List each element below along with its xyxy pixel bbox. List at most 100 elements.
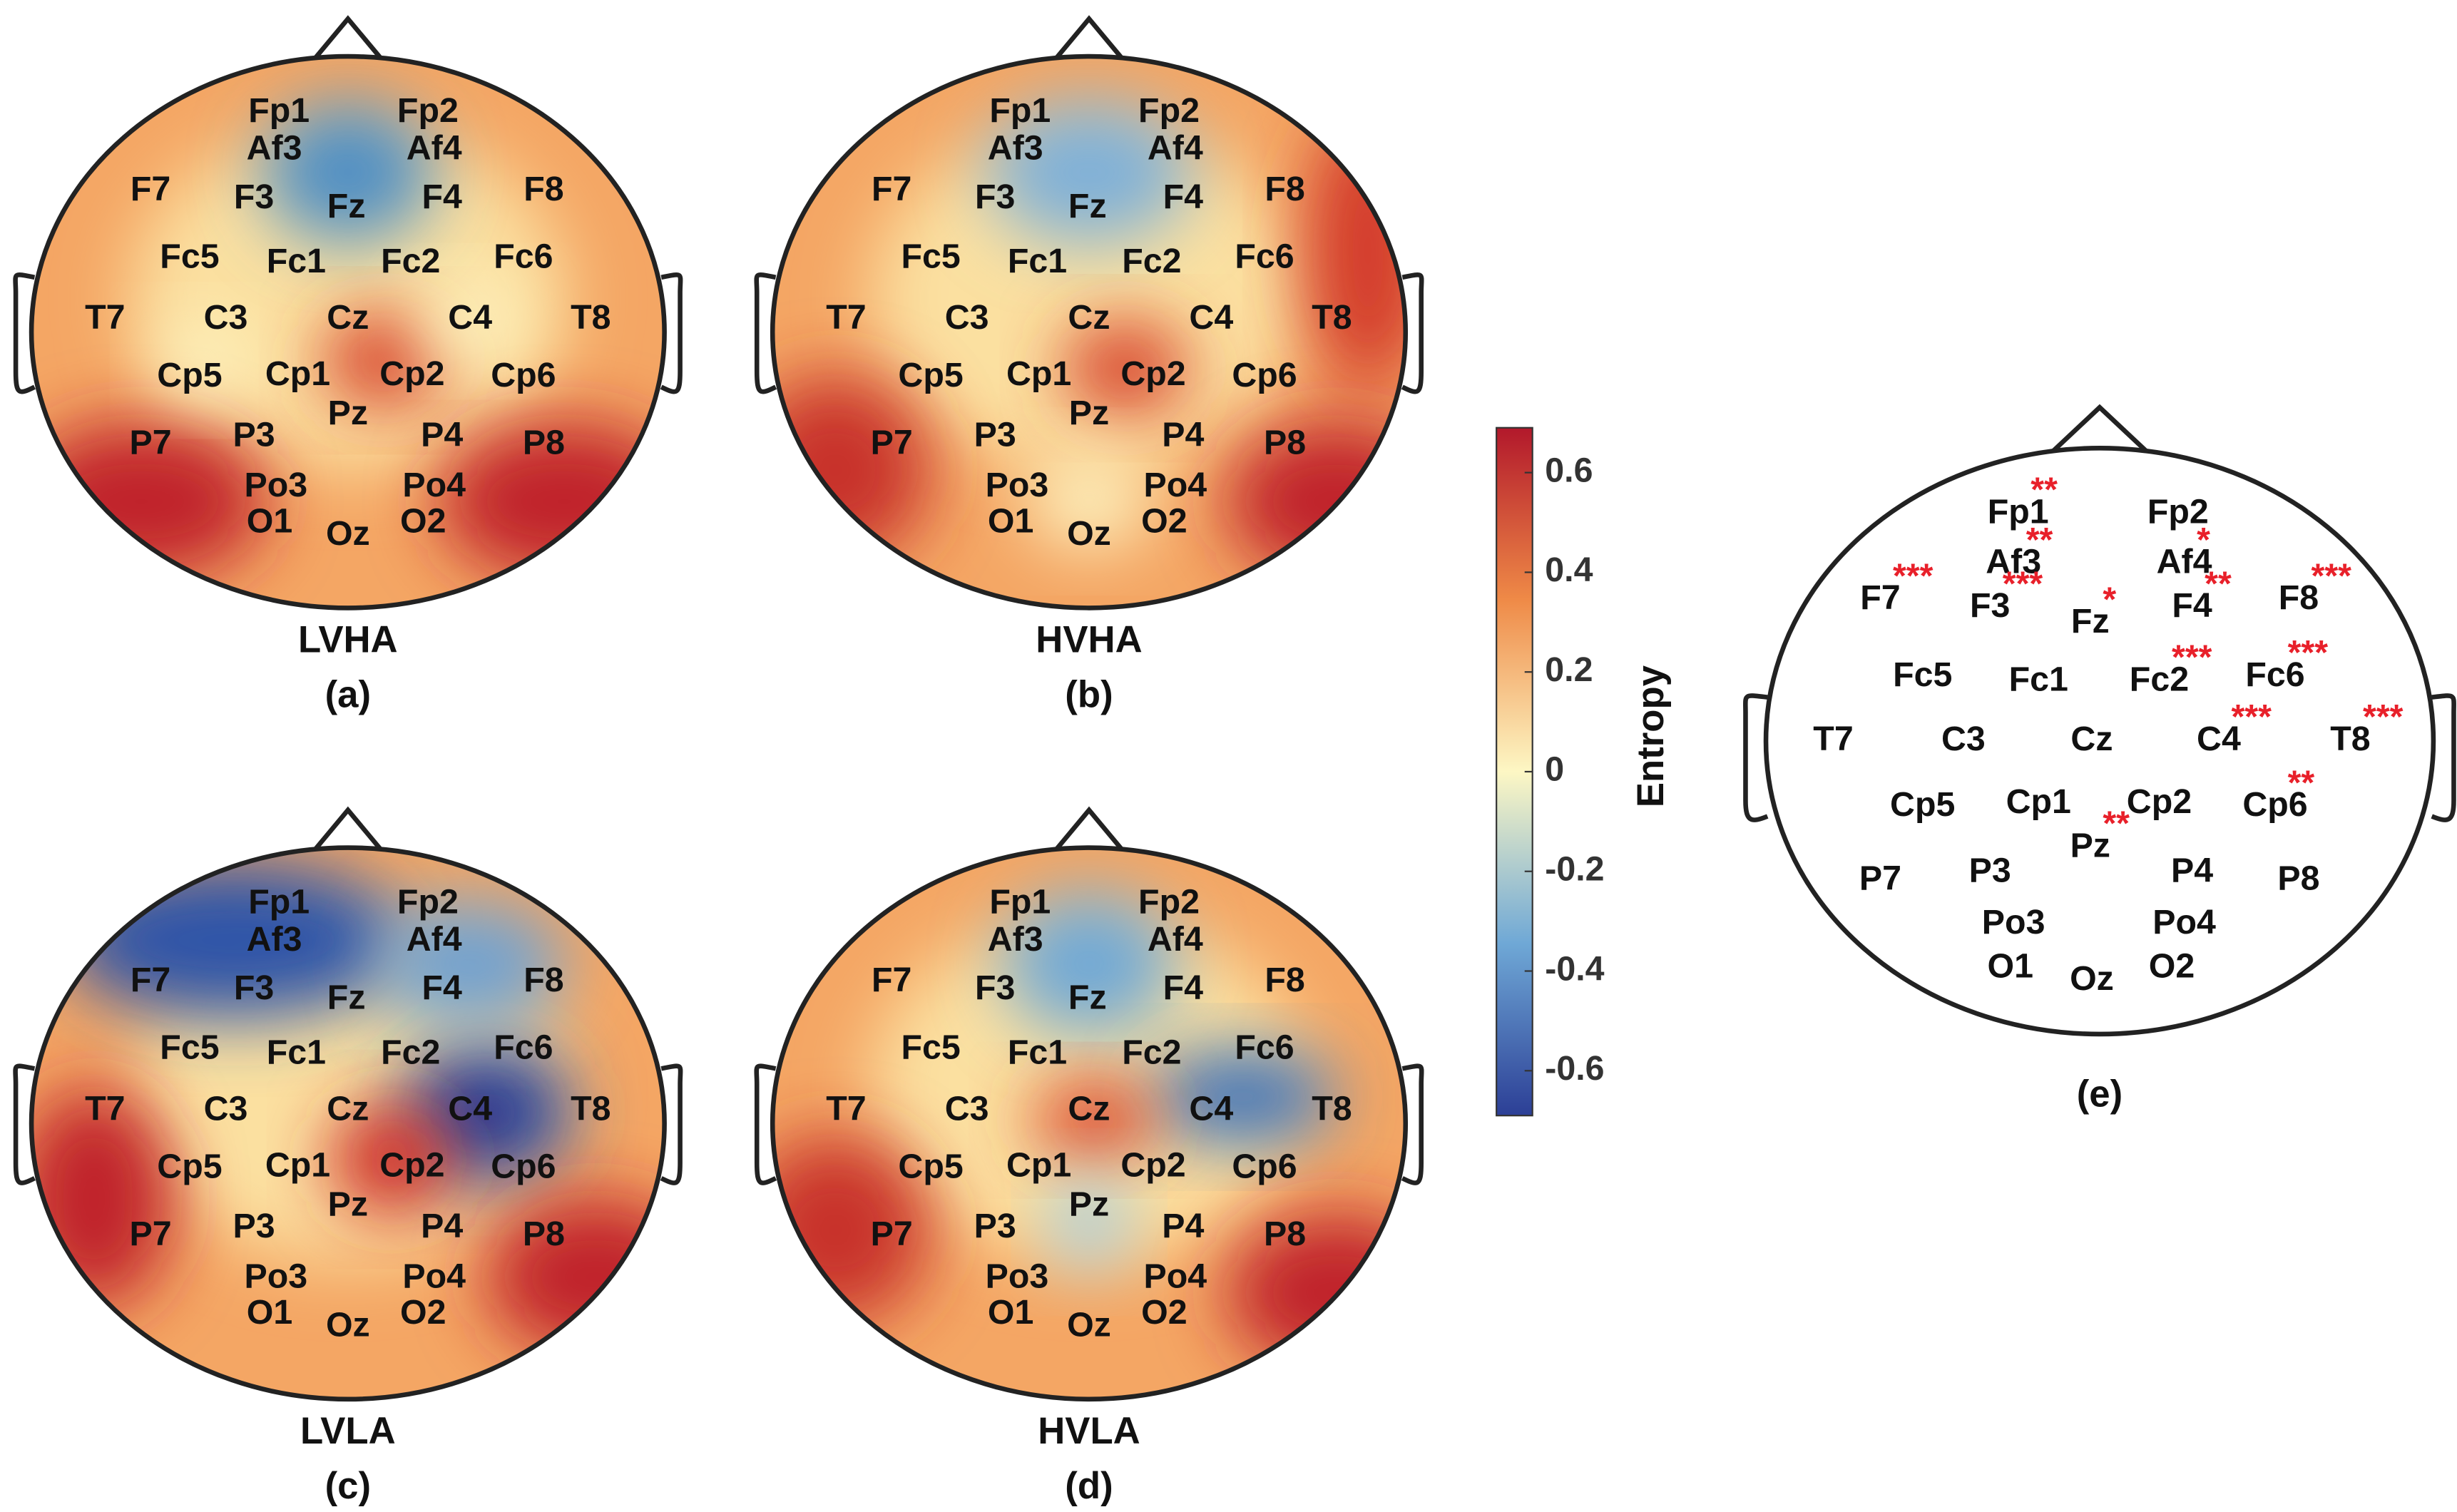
electrode-label: Cp6 xyxy=(491,1148,556,1186)
panel-label: (a) xyxy=(325,674,371,716)
head-outline xyxy=(29,53,667,611)
electrode-label: T7 xyxy=(85,298,125,337)
electrode-label: Fp2 xyxy=(1138,91,1200,130)
electrode-label: O1 xyxy=(1988,946,2033,985)
electrode-label: Po3 xyxy=(244,466,307,504)
electrode-label: P7 xyxy=(1859,859,1901,897)
electrode-label: Fp1 xyxy=(989,882,1051,921)
colorbar-tick-label: -0.6 xyxy=(1545,1049,1604,1088)
electrode-label: Cp1 xyxy=(1006,1145,1071,1184)
topomap xyxy=(772,56,1406,608)
significance-mark: *** xyxy=(2172,638,2212,677)
electrode-label: Cz xyxy=(327,298,369,337)
electrode-label: F8 xyxy=(1265,961,1304,999)
electrode-label: C3 xyxy=(204,1089,248,1128)
electrode-label: P7 xyxy=(129,424,171,462)
condition-title: HVLA xyxy=(1038,1410,1140,1452)
nose xyxy=(2048,404,2152,456)
electrode-label: F3 xyxy=(975,969,1015,1007)
electrode-label: Fc6 xyxy=(1235,237,1294,275)
significance-mark: ** xyxy=(2288,763,2315,802)
electrode-label: Af4 xyxy=(2157,543,2212,581)
topomap-region xyxy=(772,376,929,564)
electrode-label: Cz xyxy=(327,1089,369,1128)
electrode-label: Po4 xyxy=(1143,1257,1207,1295)
electrode-label: T8 xyxy=(1312,298,1352,337)
electrode-label: T8 xyxy=(2330,720,2370,758)
ear xyxy=(1401,1063,1424,1185)
electrode-label: P3 xyxy=(974,1207,1016,1245)
electrode-label: Cp1 xyxy=(265,354,330,393)
significance-mark: ** xyxy=(2205,564,2232,603)
electrode-label: Po3 xyxy=(986,466,1049,504)
electrode-label: Po4 xyxy=(1143,466,1207,504)
electrode-label: F8 xyxy=(1265,170,1304,208)
electrode-label: P3 xyxy=(233,1207,275,1245)
electrode-label: P8 xyxy=(2277,859,2319,897)
electrode-label: Cp6 xyxy=(491,356,556,394)
electrode-label: Af3 xyxy=(1986,543,2041,581)
electrode-label: Fc2 xyxy=(1122,1033,1181,1071)
electrode-label: Pz xyxy=(1069,1185,1109,1223)
electrode-label: Fz xyxy=(327,187,366,225)
nose xyxy=(1048,15,1130,68)
electrode-label: Po3 xyxy=(986,1257,1049,1295)
topomap-region xyxy=(1062,321,1188,416)
electrode-label: Fc6 xyxy=(1235,1028,1294,1067)
electrode-label: Fc5 xyxy=(901,237,960,275)
electrode-label: Fc2 xyxy=(1122,242,1181,280)
electrode-label: Fp2 xyxy=(2147,492,2209,531)
electrode-label: O2 xyxy=(1141,502,1187,541)
electrode-label: C3 xyxy=(945,298,989,337)
electrode-label: Cp1 xyxy=(2006,782,2071,821)
electrode-label: Fc5 xyxy=(1893,655,1952,694)
colorbar-label: Entropy xyxy=(1630,665,1672,807)
topomap-center xyxy=(869,125,1309,471)
panel-label: (b) xyxy=(1065,674,1113,716)
electrode-label: Cp1 xyxy=(1006,354,1071,393)
electrode-label: Fz xyxy=(1068,187,1107,225)
electrode-label: Cp6 xyxy=(1232,1148,1297,1186)
electrode-label: P7 xyxy=(871,1215,913,1253)
panel-label: (e) xyxy=(2077,1073,2123,1115)
significance-mark: *** xyxy=(2232,698,2272,736)
electrode-label: O2 xyxy=(1141,1293,1187,1332)
electrode-label: F7 xyxy=(872,961,911,999)
electrode-label: Cp6 xyxy=(2242,785,2307,824)
electrode-label: Cp2 xyxy=(1120,1145,1185,1184)
nose xyxy=(307,15,389,68)
electrode-label: O2 xyxy=(2149,946,2195,985)
electrode-label: Cp5 xyxy=(898,356,963,394)
electrode-label: C3 xyxy=(1941,720,1986,758)
electrode-label: Oz xyxy=(326,514,370,553)
ear xyxy=(754,1063,777,1185)
electrode-label: Cz xyxy=(1068,298,1110,337)
electrode-label: T8 xyxy=(571,298,611,337)
condition-title: LVHA xyxy=(298,619,398,661)
electrode-label: P4 xyxy=(421,1207,463,1245)
electrode-label: F3 xyxy=(1970,586,2010,625)
electrode-label: F7 xyxy=(131,961,170,999)
electrode-label: C4 xyxy=(2197,720,2241,758)
ear xyxy=(660,1063,683,1185)
electrode-label: Fc6 xyxy=(494,237,553,275)
electrode-label: Po3 xyxy=(244,1257,307,1295)
electrode-label: Cp2 xyxy=(379,354,444,393)
electrode-label: Fc6 xyxy=(2245,655,2304,694)
electrode-label: C3 xyxy=(945,1089,989,1128)
head-outline xyxy=(770,53,1409,611)
significance-mark: *** xyxy=(2288,633,2329,672)
head-outline xyxy=(770,845,1409,1402)
topomap-region xyxy=(1148,1049,1337,1144)
electrode-label: Fc2 xyxy=(381,1033,440,1071)
electrode-label: Oz xyxy=(2070,959,2114,998)
electrode-label: F8 xyxy=(523,961,563,999)
topomap-region xyxy=(486,1198,665,1356)
electrode-label: P4 xyxy=(421,416,463,454)
electrode-label: Cp5 xyxy=(898,1148,963,1186)
nose xyxy=(307,806,389,859)
electrode-label: P7 xyxy=(871,424,913,462)
significance-mark: ** xyxy=(2031,471,2058,509)
electrode-label: P7 xyxy=(129,1215,171,1253)
electrode-label: Oz xyxy=(326,1306,370,1344)
